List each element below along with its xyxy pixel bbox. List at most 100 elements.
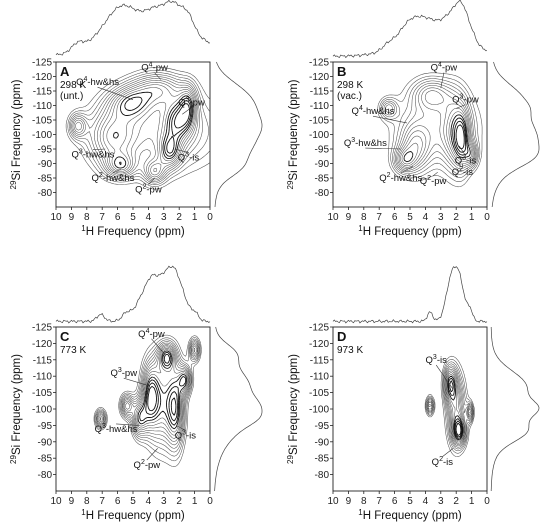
- x-tick-label: 8: [84, 496, 90, 507]
- y-tick-label: -100: [32, 130, 52, 141]
- peak-annotation: Q3-is: [426, 354, 454, 390]
- x-axis-label: 1H Frequency (ppm): [81, 224, 185, 238]
- contour-level: [398, 90, 475, 168]
- contour-level: [446, 372, 471, 443]
- annotation-leader: [456, 104, 466, 109]
- contour-level: [118, 96, 193, 166]
- contour-level: [70, 74, 203, 184]
- contour-lines: [377, 72, 483, 188]
- annotation-leader: [146, 448, 158, 461]
- x-tick-label: 3: [161, 496, 167, 507]
- x-tick-label: 8: [84, 212, 90, 223]
- peak-annotation: Q2-is: [452, 163, 474, 178]
- x-tick-label: 6: [392, 496, 398, 507]
- annotation-label: Q2-pw: [134, 459, 161, 471]
- x-tick-label: 2: [176, 212, 182, 223]
- y-tick-label: -120: [309, 339, 329, 350]
- annotation-leader: [151, 338, 165, 354]
- x-tick-label: 9: [69, 212, 75, 223]
- contour-level: [166, 100, 192, 154]
- y-tick-label: -105: [32, 116, 52, 127]
- condition-label: 973 K: [337, 345, 363, 356]
- x-tick-label: 8: [361, 496, 367, 507]
- condition-label: 298 K: [60, 80, 86, 91]
- x-tick-label: 10: [50, 496, 62, 507]
- contour-level: [379, 75, 481, 182]
- annotation-leader: [174, 148, 189, 153]
- contour-level: [68, 72, 209, 185]
- x-tick-label: 9: [346, 212, 352, 223]
- y-tick-label: -115: [33, 355, 53, 366]
- y-tick-label: -100: [309, 405, 329, 416]
- y-tick-label: -95: [38, 145, 53, 156]
- annotation-label: Q3-hw&hs: [95, 423, 138, 435]
- peak-annotation: Q3-pw: [452, 94, 479, 109]
- x-tick-label: 2: [453, 212, 459, 223]
- panel-label: D: [337, 329, 346, 344]
- annotation-leader: [432, 171, 438, 177]
- si29-projection: [490, 327, 540, 491]
- si29-projection: [214, 326, 263, 492]
- y-tick-label: -120: [32, 339, 52, 350]
- peak-annotation: Q3-hw&hs: [95, 423, 140, 435]
- x-axis-label: 1H Frequency (ppm): [358, 508, 462, 522]
- y-tick-label: -115: [310, 355, 330, 366]
- y-tick-label: -110: [310, 101, 330, 112]
- y-axis-label: 29Si Frequency (ppm): [286, 79, 300, 189]
- contour-level: [75, 82, 196, 178]
- panel-label: C: [60, 329, 70, 344]
- contour-level: [428, 370, 472, 444]
- annotation-label: Q3-pw: [178, 97, 205, 109]
- peak-annotation: Q3-pw: [110, 367, 151, 387]
- annotation-label: Q2-is: [452, 166, 474, 178]
- annotation-leader: [112, 169, 121, 174]
- contour-level: [426, 363, 474, 450]
- annotation-label: Q3-is: [175, 430, 197, 442]
- annotation-label: Q3-hw&hs: [344, 137, 387, 149]
- y-axis-label: 29Si Frequency (ppm): [286, 354, 300, 464]
- annotation-leader: [116, 423, 140, 426]
- panel-d: 10 9 8 7 6 5 4 3 2 1 0-125-120-115-110-105-100-95-…: [286, 266, 540, 522]
- h1-projection: [55, 265, 211, 324]
- contour-level: [448, 377, 463, 439]
- x-tick-label: 7: [99, 212, 105, 223]
- y-tick-label: -95: [315, 421, 330, 432]
- peak-annotation: Q4-hw&hs: [76, 76, 134, 100]
- annotation-label: Q3-is: [455, 155, 477, 167]
- x-axis-label: 1H Frequency (ppm): [358, 224, 462, 238]
- y-tick-label: -105: [309, 388, 329, 399]
- peak-annotation: Q3-pw: [178, 97, 205, 115]
- annotation-leader: [440, 72, 445, 89]
- contour-level: [385, 85, 476, 171]
- contour-level: [147, 385, 177, 416]
- contour-level: [95, 340, 200, 453]
- y-tick-label: -95: [315, 145, 330, 156]
- contour-lines: [424, 355, 475, 457]
- x-tick-label: 8: [361, 212, 367, 223]
- y-tick-label: -90: [315, 437, 330, 448]
- y-tick-label: -80: [315, 188, 330, 199]
- condition-label: 773 K: [60, 345, 86, 356]
- x-tick-label: 10: [327, 496, 339, 507]
- contour-level: [71, 76, 200, 182]
- x-tick-label: 0: [484, 496, 490, 507]
- condition-label: 298 K: [337, 80, 363, 91]
- x-tick-label: 3: [438, 212, 444, 223]
- contour-level: [97, 342, 199, 446]
- y-tick-label: -125: [309, 323, 329, 334]
- y-axis-label: 29Si Frequency (ppm): [9, 354, 23, 464]
- contour-level: [453, 120, 467, 153]
- y-tick-label: -110: [33, 101, 53, 112]
- contour-level: [94, 337, 201, 462]
- contour-level: [455, 124, 465, 150]
- peak-annotation: Q2-is: [432, 448, 454, 468]
- x-tick-label: 5: [130, 212, 136, 223]
- y-tick-label: -120: [309, 72, 329, 83]
- annotation-label: Q3-is: [178, 152, 200, 164]
- contour-level: [97, 343, 198, 442]
- x-tick-label: 10: [50, 212, 62, 223]
- contour-level: [93, 334, 202, 467]
- contour-level: [67, 70, 211, 187]
- y-tick-label: -85: [38, 454, 53, 465]
